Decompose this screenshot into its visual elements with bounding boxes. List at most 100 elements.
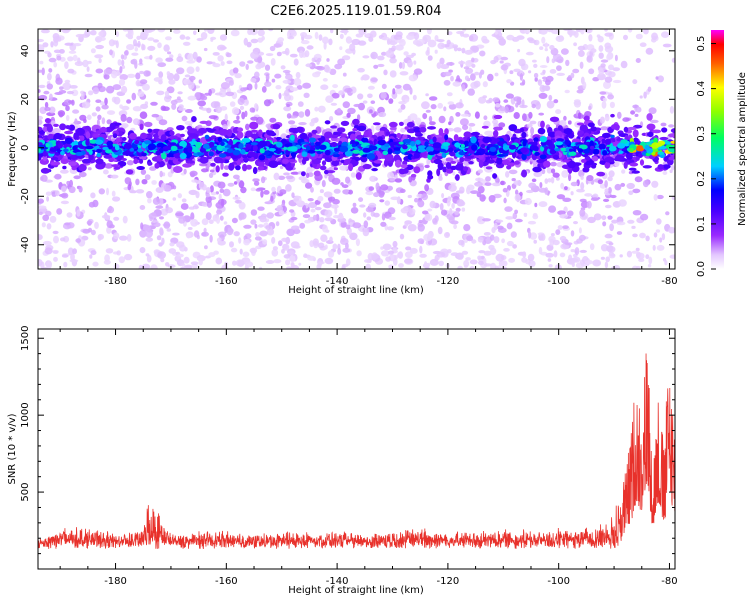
heatmap-cell [604,188,609,193]
heatmap-cell [463,131,472,138]
heatmap-cell [227,182,235,187]
heatmap-cell [652,129,662,134]
heatmap-cell [448,216,455,224]
heatmap-cell [537,159,544,163]
heatmap-cell [223,165,230,170]
heatmap-cell [293,78,302,86]
heatmap-cell [138,158,144,164]
heatmap-cell [266,130,275,136]
heatmap-cell [122,137,127,141]
heatmap-cell [520,147,528,154]
heatmap-cell [81,158,92,164]
heatmap-cell [422,113,428,120]
heatmap-cell [319,144,327,150]
heatmap-cell [199,120,209,124]
heatmap-cell [456,252,464,260]
heatmap-cell [46,260,52,269]
heatmap-cell [164,139,169,143]
heatmap-cell [604,42,612,49]
heatmap-cell [105,85,115,94]
heatmap-cell [407,224,417,232]
heatmap-cell [90,229,96,236]
heatmap-cell [497,154,505,157]
heatmap-cell [193,204,199,210]
heatmap-cell [284,47,290,56]
heatmap-cell [205,193,211,198]
heatmap-cell [200,95,208,101]
heatmap-cell [538,112,544,116]
heatmap-cell [250,187,256,192]
heatmap-cell [239,248,243,255]
heatmap-cell [52,230,59,235]
heatmap-cell [515,218,523,223]
heatmap-cell [345,224,351,230]
heatmap-cell [523,212,528,217]
heatmap-cell [38,69,43,73]
heatmap-cell [238,201,246,210]
heatmap-cell [661,127,668,133]
heatmap-cell [389,127,397,131]
heatmap-cell [368,145,378,151]
heatmap-cell [46,83,53,90]
heatmap-cell [249,247,258,254]
heatmap-cell [612,67,620,72]
heatmap-cell [664,141,672,145]
heatmap-cell [572,68,580,74]
heatmap-cell [309,121,315,127]
heatmap-cell [327,196,336,202]
heatmap-cell [355,172,362,180]
heatmap-cell [118,235,128,241]
heatmap-cell [143,70,151,77]
heatmap-cell [236,131,244,139]
heatmap-cell [344,88,353,93]
heatmap-cell [259,148,265,154]
heatmap-cell [61,192,69,199]
heatmap-cell [577,148,584,153]
heatmap-cell [451,202,455,209]
heatmap-cell [224,226,228,234]
heatmap-cell [635,58,641,63]
heatmap-cell [606,54,611,61]
heatmap-cell [427,154,433,160]
heatmap-cell [462,124,469,131]
heatmap-cell [587,122,595,128]
heatmap-cell [266,212,275,219]
heatmap-cell [333,131,338,135]
heatmap-cell [432,142,442,149]
heatmap-cell [546,136,552,141]
heatmap-cell [519,73,524,81]
heatmap-cell [299,132,308,140]
heatmap-cell [330,204,339,209]
heatmap-cell [199,156,209,164]
heatmap-cell [655,229,661,233]
heatmap-cell [259,266,263,269]
heatmap-cell [477,169,483,174]
heatmap-cell [510,231,517,238]
heatmap-cell [552,239,560,246]
heatmap-cell [201,231,209,237]
heatmap-cell [107,206,115,214]
heatmap-cell [257,206,265,211]
heatmap-cell [484,152,492,156]
heatmap-cell [590,197,599,201]
heatmap-cell [310,186,314,193]
heatmap-cell [145,229,153,238]
heatmap-cell [41,67,45,76]
heatmap-cell [189,75,196,81]
heatmap-cell [590,126,597,132]
heatmap-cell [195,142,201,149]
heatmap-cell [477,255,482,260]
heatmap-cell [243,224,252,229]
heatmap-cell [314,31,319,40]
heatmap-cell [219,188,225,193]
heatmap-cell [307,198,314,202]
heatmap-cell [329,116,334,122]
heatmap-cell [222,188,231,197]
heatmap-cell [570,181,578,187]
heatmap-cell [318,34,323,41]
heatmap-cell [506,240,514,247]
heatmap-cell [528,39,537,44]
heatmap-cell [210,101,220,109]
heatmap-cell [114,144,120,151]
heatmap-cell [247,60,254,64]
